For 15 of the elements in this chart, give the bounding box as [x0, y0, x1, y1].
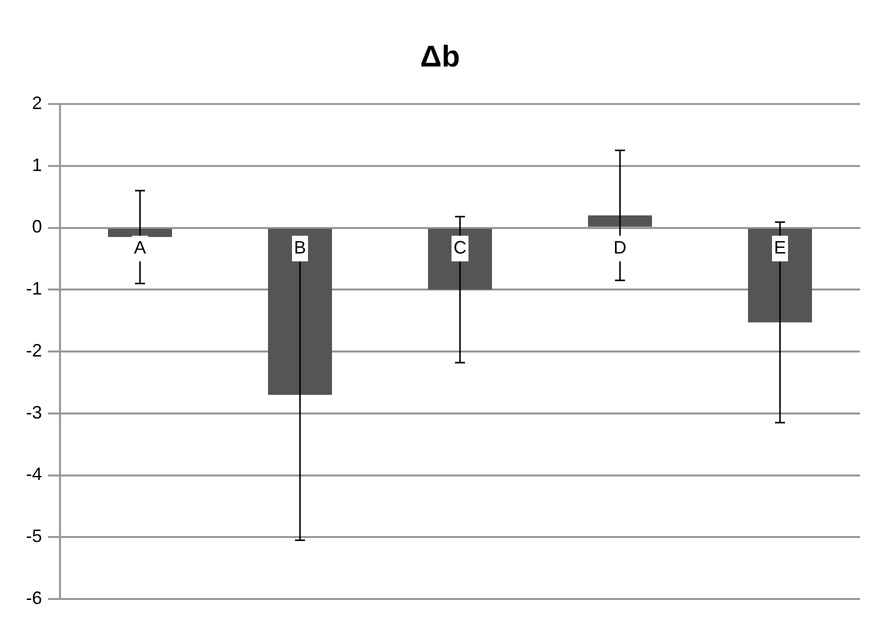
- y-tick-label: -6: [26, 588, 42, 608]
- y-tick-label: 1: [32, 154, 42, 175]
- x-tick-label: A: [134, 238, 146, 258]
- y-tick-label: -1: [26, 278, 42, 299]
- y-tick-label: 0: [32, 216, 42, 237]
- y-tick-label: -3: [26, 402, 42, 422]
- y-tick-label: -2: [26, 340, 42, 360]
- chart-title: Δb: [420, 40, 460, 74]
- x-tick-label: E: [774, 238, 786, 258]
- x-tick-label: C: [454, 238, 466, 258]
- x-tick-label: D: [614, 238, 626, 258]
- y-tick-label: -4: [26, 464, 42, 484]
- x-tick-label: B: [294, 238, 306, 258]
- y-tick-label: 2: [32, 92, 42, 113]
- y-tick-label: -5: [26, 526, 42, 546]
